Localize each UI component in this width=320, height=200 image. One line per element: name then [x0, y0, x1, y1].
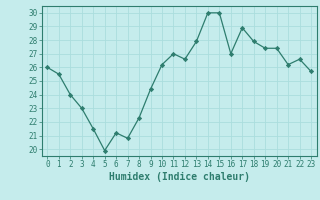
X-axis label: Humidex (Indice chaleur): Humidex (Indice chaleur): [109, 172, 250, 182]
